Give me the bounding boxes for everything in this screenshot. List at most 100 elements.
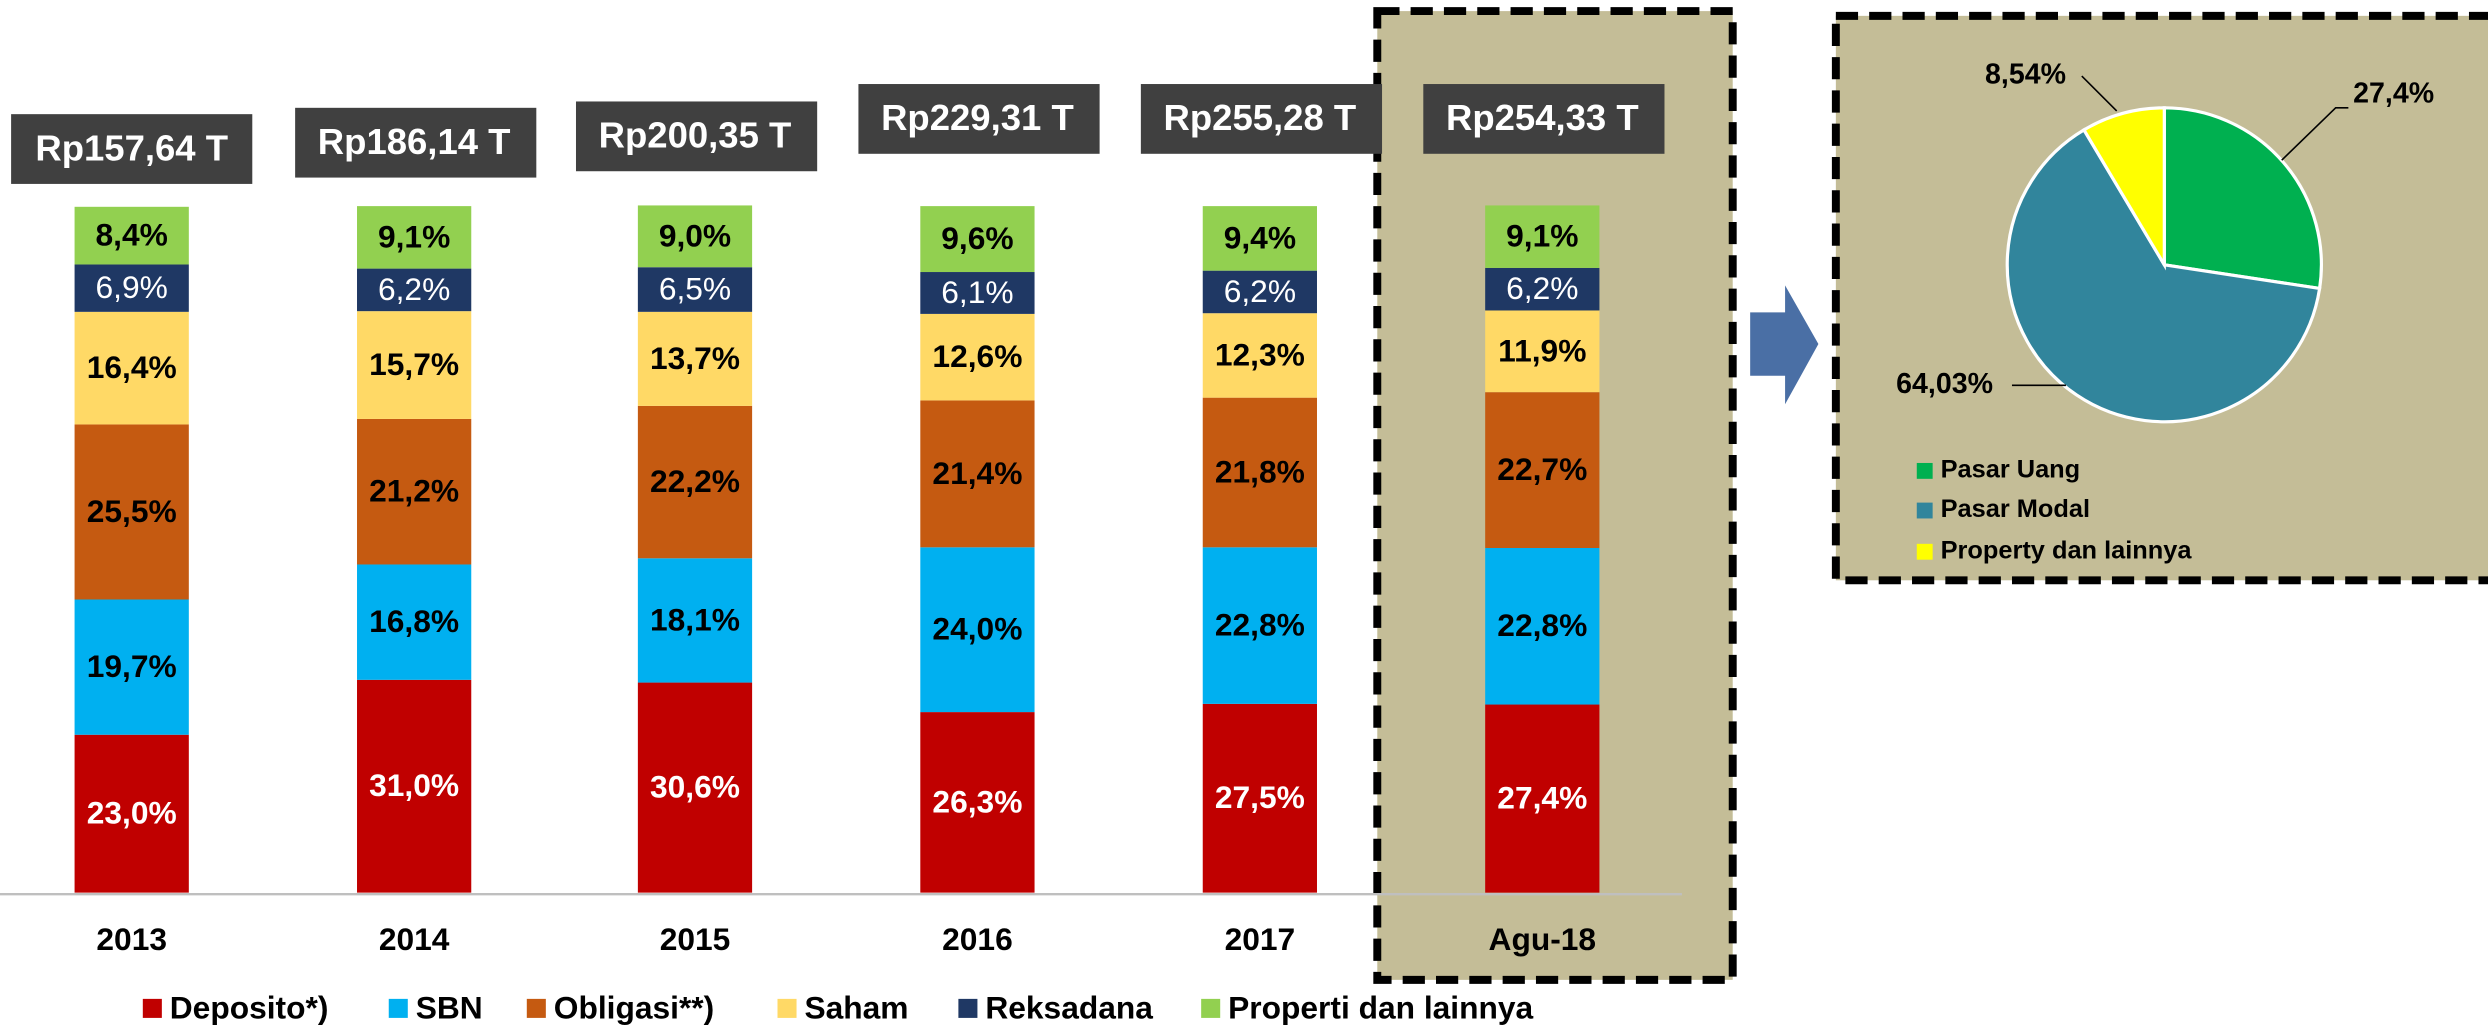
arrow bbox=[1750, 285, 1819, 405]
legend-swatch bbox=[958, 998, 978, 1018]
bar-segment bbox=[637, 682, 753, 893]
value-label: 6,9% bbox=[96, 269, 168, 305]
total-box bbox=[1140, 84, 1383, 154]
value-label: 6,2% bbox=[1224, 273, 1296, 309]
value-label: 22,2% bbox=[650, 463, 740, 499]
x-tick-label: 2016 bbox=[942, 921, 1013, 957]
value-label: 9,1% bbox=[1506, 218, 1578, 254]
bar-segment bbox=[920, 206, 1035, 273]
value-label: 6,5% bbox=[659, 270, 731, 306]
pie-slice bbox=[2081, 106, 2166, 271]
bar-segment bbox=[1485, 704, 1600, 893]
total-label: Rp254,33 T bbox=[1446, 97, 1639, 138]
total-label: Rp186,14 T bbox=[318, 121, 511, 162]
legend-label: Pasar Uang bbox=[1941, 456, 2081, 484]
x-tick-label: 2013 bbox=[96, 921, 167, 957]
bar-segment bbox=[1202, 313, 1317, 398]
legend-swatch bbox=[1916, 502, 1933, 519]
value-label: 12,6% bbox=[932, 338, 1022, 374]
bar-segment bbox=[74, 599, 189, 735]
pie-value-label: 8,54% bbox=[1985, 59, 2066, 91]
total-label: Rp200,35 T bbox=[599, 115, 792, 156]
legend-label: Saham bbox=[804, 989, 908, 1025]
bar-segment bbox=[357, 311, 472, 419]
value-label: 25,5% bbox=[87, 493, 177, 529]
total-box bbox=[295, 107, 537, 178]
bar-segment bbox=[74, 264, 189, 312]
leader-line bbox=[2081, 75, 2118, 112]
value-label: 8,4% bbox=[96, 217, 168, 253]
value-label: 9,1% bbox=[378, 218, 450, 254]
bar-segment bbox=[920, 547, 1035, 713]
value-label: 21,2% bbox=[369, 473, 459, 509]
bar-segment bbox=[1485, 267, 1600, 311]
pie-slice bbox=[2162, 106, 2323, 291]
value-label: 22,8% bbox=[1215, 607, 1305, 643]
pie-slice bbox=[2005, 127, 2322, 424]
bar-segment bbox=[74, 734, 189, 893]
bar-segment bbox=[920, 272, 1035, 314]
total-box bbox=[858, 84, 1100, 154]
legend-label: Deposito*) bbox=[170, 989, 329, 1025]
value-label: 21,8% bbox=[1215, 453, 1305, 489]
bar-segment bbox=[637, 267, 753, 312]
value-label: 11,9% bbox=[1498, 332, 1586, 368]
value-label: 18,1% bbox=[650, 601, 740, 637]
value-label: 6,1% bbox=[941, 274, 1013, 310]
legend-swatch bbox=[777, 998, 797, 1018]
bar-segment bbox=[74, 424, 189, 600]
value-label: 12,3% bbox=[1215, 336, 1305, 372]
value-label: 22,7% bbox=[1497, 451, 1587, 487]
value-label: 13,7% bbox=[650, 340, 740, 376]
bar-segment bbox=[1202, 703, 1317, 893]
total-label: Rp229,31 T bbox=[881, 97, 1074, 138]
x-tick-label: 2015 bbox=[660, 921, 731, 957]
bar-segment bbox=[637, 311, 753, 406]
legend-swatch bbox=[1916, 543, 1933, 560]
x-tick-label: Agu-18 bbox=[1489, 921, 1597, 957]
value-label: 30,6% bbox=[650, 769, 740, 805]
value-label: 16,4% bbox=[87, 349, 177, 385]
bar-segment bbox=[1202, 206, 1317, 271]
bar-segment bbox=[920, 313, 1035, 401]
bar-segment bbox=[357, 206, 472, 269]
legend-label: Pasar Modal bbox=[1941, 495, 2090, 523]
value-label: 9,0% bbox=[659, 217, 731, 253]
bar-segment bbox=[74, 206, 189, 265]
legend-swatch bbox=[1201, 998, 1221, 1018]
bar-segment bbox=[357, 418, 472, 565]
bar-segment bbox=[1202, 270, 1317, 314]
bar-segment bbox=[920, 400, 1035, 548]
value-label: 9,6% bbox=[941, 220, 1013, 256]
bar-segment bbox=[1202, 397, 1317, 548]
value-label: 19,7% bbox=[87, 648, 177, 684]
legend-label: SBN bbox=[416, 989, 483, 1025]
bar-segment bbox=[1485, 205, 1600, 268]
leader-line bbox=[2281, 107, 2349, 161]
bar-segment bbox=[74, 311, 189, 425]
value-label: 9,4% bbox=[1224, 219, 1296, 255]
legend-label: Obligasi**) bbox=[554, 989, 714, 1025]
bar-segment bbox=[357, 268, 472, 312]
legend-label: Reksadana bbox=[985, 989, 1153, 1025]
value-label: 22,8% bbox=[1497, 607, 1587, 643]
legend-label: Property dan lainnya bbox=[1941, 536, 2193, 564]
bar-segment bbox=[1202, 547, 1317, 704]
total-box bbox=[575, 101, 818, 172]
legend-swatch bbox=[526, 998, 546, 1018]
x-tick-label: 2014 bbox=[379, 921, 450, 957]
value-label: 27,5% bbox=[1215, 779, 1305, 815]
bar-segment bbox=[920, 712, 1035, 893]
value-label: 23,0% bbox=[87, 795, 177, 831]
legend-swatch bbox=[1916, 462, 1933, 479]
value-label: 24,0% bbox=[932, 611, 1022, 647]
total-box bbox=[1423, 84, 1665, 154]
bar-segment bbox=[357, 679, 472, 893]
total-label: Rp255,28 T bbox=[1164, 97, 1357, 138]
x-tick-label: 2017 bbox=[1225, 921, 1296, 957]
legend-label: Properti dan lainnya bbox=[1228, 989, 1533, 1025]
bar-segment bbox=[1485, 548, 1600, 705]
value-label: 31,0% bbox=[369, 767, 459, 803]
